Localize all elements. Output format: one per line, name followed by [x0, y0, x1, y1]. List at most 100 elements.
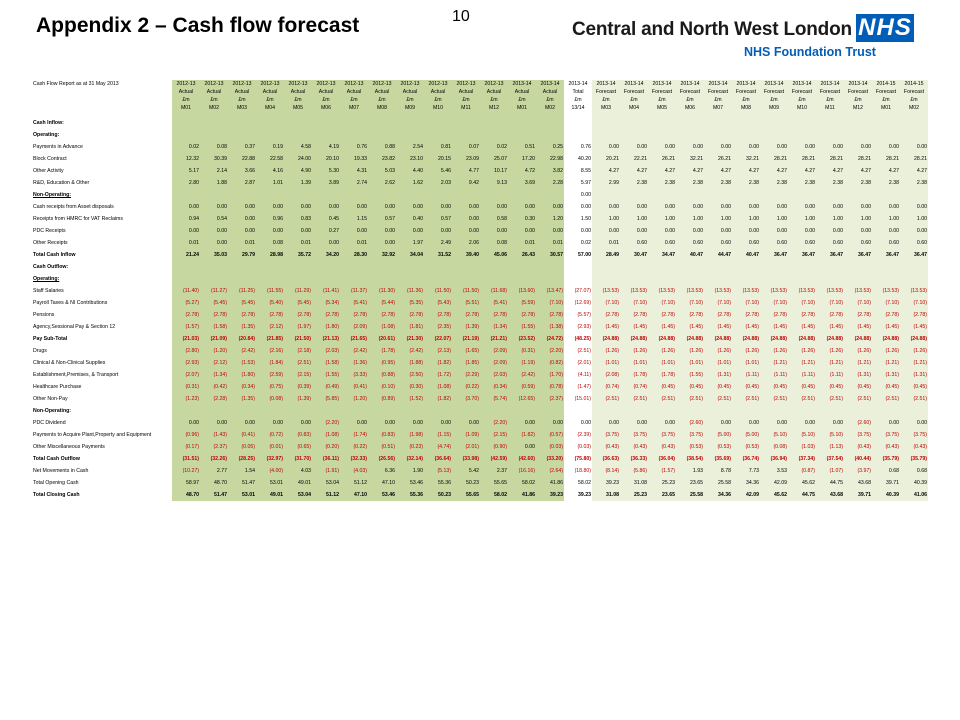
value-cell: (1.01) [704, 357, 732, 369]
value-cell: 8.78 [704, 465, 732, 477]
value-cell: (21.03) [172, 333, 200, 345]
value-cell: 4.27 [788, 165, 816, 177]
value-cell: (2.78) [760, 309, 788, 321]
value-cell: (7.10) [788, 297, 816, 309]
value-cell: (31.51) [172, 453, 200, 465]
value-cell: 4.40 [396, 165, 424, 177]
value-cell [648, 129, 676, 141]
value-cell: 0.54 [200, 213, 228, 225]
value-cell: (1.31) [872, 369, 900, 381]
value-cell: 2.38 [788, 177, 816, 189]
value-cell: (2.09) [480, 357, 508, 369]
value-cell: (7.10) [816, 297, 844, 309]
value-cell [788, 405, 816, 417]
value-cell: (48.25) [564, 333, 592, 345]
value-cell: 0.57 [368, 213, 396, 225]
value-cell: (1.11) [816, 369, 844, 381]
value-cell: 0.00 [676, 225, 704, 237]
value-cell: (2.78) [284, 309, 312, 321]
value-cell: (0.05) [228, 441, 256, 453]
header-kind-cell: Actual [284, 88, 312, 96]
value-cell: 53.04 [284, 489, 312, 501]
value-cell: 0.37 [228, 141, 256, 153]
value-cell: (7.10) [704, 297, 732, 309]
row-label-text: Cash Inflow: [33, 120, 64, 126]
value-cell: 0.00 [564, 201, 592, 213]
value-cell: 0.00 [900, 417, 928, 429]
header-month-cell: 13/14 [564, 104, 592, 112]
value-cell [452, 117, 480, 129]
value-cell: (7.10) [844, 297, 872, 309]
value-cell [816, 117, 844, 129]
cash-flow-table: Cash Flow Report as at 31 May 2013 2012-1… [32, 80, 928, 501]
row-label: Cash Outflow: [32, 261, 172, 273]
header-year-cell: 2013-14 [844, 80, 872, 88]
table-row: Total Opening Cash 58.97 48.70 51.47 53.01 49… [32, 477, 928, 489]
value-cell [536, 189, 564, 201]
value-cell [424, 189, 452, 201]
value-cell: (36.04) [648, 453, 676, 465]
value-cell: 1.00 [592, 213, 620, 225]
header-unit-cell: £m [592, 96, 620, 104]
value-cell: 58.02 [508, 477, 536, 489]
value-cell: (5.27) [172, 297, 200, 309]
value-cell: 2.06 [452, 237, 480, 249]
value-cell: 42.09 [732, 489, 760, 501]
value-cell: (1.31) [704, 369, 732, 381]
value-cell: 0.00 [284, 417, 312, 429]
value-cell [228, 129, 256, 141]
value-cell: (0.90) [480, 441, 508, 453]
value-cell: (2.78) [228, 309, 256, 321]
value-cell: (12.69) [564, 297, 592, 309]
value-cell: (1.80) [228, 369, 256, 381]
value-cell [452, 261, 480, 273]
value-cell: (0.22) [340, 441, 368, 453]
value-cell [396, 273, 424, 285]
value-cell: 4.90 [284, 165, 312, 177]
header-label-cell [32, 96, 172, 104]
value-cell [648, 189, 676, 201]
value-cell [452, 273, 480, 285]
value-cell: 0.60 [676, 237, 704, 249]
value-cell: 57.00 [564, 249, 592, 261]
value-cell: (75.80) [564, 453, 592, 465]
value-cell: (37.34) [788, 453, 816, 465]
value-cell: 28.49 [592, 249, 620, 261]
header-unit-cell: £m [508, 96, 536, 104]
value-cell: 1.39 [284, 177, 312, 189]
value-cell: 5.30 [312, 165, 340, 177]
value-cell: 0.00 [872, 141, 900, 153]
value-cell: (0.43) [844, 441, 872, 453]
value-cell: 0.00 [872, 417, 900, 429]
value-cell: 0.00 [228, 417, 256, 429]
value-cell: 22.88 [228, 153, 256, 165]
value-cell: (11.37) [340, 285, 368, 297]
row-label: Cash Inflow: [32, 117, 172, 129]
value-cell: 4.27 [900, 165, 928, 177]
row-label-text: PDC Receipts [33, 228, 66, 234]
row-label: Non-Operating: [32, 189, 172, 201]
value-cell: (11.40) [172, 285, 200, 297]
value-cell: 0.00 [704, 417, 732, 429]
header-row: M01 M02 M03 M04 M05 M06 M07 M08 M09 M10 M11 M12 M01 M… [32, 104, 928, 112]
header-unit-cell: £m [844, 96, 872, 104]
header-month-cell: M12 [844, 104, 872, 112]
value-cell: (0.31) [508, 345, 536, 357]
value-cell: (2.78) [536, 309, 564, 321]
value-cell: 0.00 [256, 417, 284, 429]
header-year-cell: 2012-13 [284, 80, 312, 88]
value-cell: (2.42) [228, 345, 256, 357]
value-cell: (5.74) [480, 393, 508, 405]
value-cell: 0.00 [788, 201, 816, 213]
value-cell [368, 117, 396, 129]
value-cell: (24.88) [592, 333, 620, 345]
value-cell: (0.41) [228, 429, 256, 441]
value-cell: 7.73 [732, 465, 760, 477]
value-cell: 0.00 [620, 141, 648, 153]
value-cell: (1.20) [340, 393, 368, 405]
value-cell: (1.19) [508, 357, 536, 369]
value-cell: 0.00 [480, 201, 508, 213]
header-year-cell: 2013-14 [704, 80, 732, 88]
value-cell: 36.47 [900, 249, 928, 261]
value-cell: 28.21 [844, 153, 872, 165]
